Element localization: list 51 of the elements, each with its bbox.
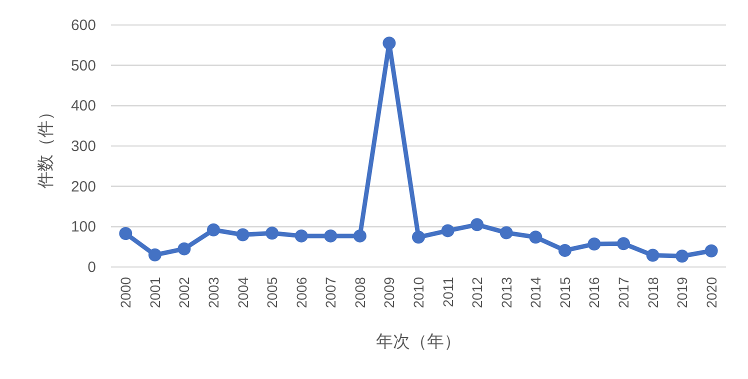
- x-axis-title: 年次（年）: [376, 332, 461, 351]
- point: [500, 226, 513, 240]
- point: [148, 248, 162, 262]
- point: [412, 230, 425, 244]
- x-tick-label: 2016: [586, 276, 602, 308]
- y-tick-label: 300: [70, 138, 96, 155]
- x-tick-label: 2007: [322, 276, 339, 308]
- y-tick-label: 0: [88, 259, 96, 276]
- x-tick-label: 2005: [264, 276, 280, 308]
- x-tick-label: 2003: [206, 276, 222, 308]
- x-tick-label: 2018: [644, 276, 661, 308]
- point: [207, 223, 220, 236]
- x-tick-label: 2001: [146, 276, 163, 308]
- y-tick-label: 400: [70, 98, 96, 115]
- point: [676, 250, 689, 263]
- y-tick-label: 100: [70, 218, 96, 236]
- x-tick-label: 2011: [440, 276, 456, 308]
- point: [704, 244, 718, 258]
- point: [119, 227, 132, 240]
- point: [558, 244, 572, 257]
- y-tick-label: 500: [70, 57, 96, 74]
- y-tick-label: 600: [70, 17, 96, 34]
- point: [617, 237, 630, 250]
- x-tick-label: 2009: [381, 276, 398, 308]
- x-tick-label: 2008: [352, 276, 368, 308]
- point: [529, 230, 542, 244]
- y-axis-title: 件数（件）: [36, 104, 55, 188]
- x-tick-label: 2013: [498, 276, 514, 308]
- x-tick-label: 2014: [528, 276, 544, 308]
- point: [353, 229, 366, 242]
- point: [178, 242, 191, 256]
- point: [646, 248, 660, 262]
- point: [324, 229, 338, 242]
- x-tick-label: 2015: [556, 276, 573, 308]
- point: [382, 36, 396, 50]
- point: [470, 218, 484, 232]
- point: [294, 229, 308, 242]
- x-tick-label: 2020: [703, 276, 720, 308]
- x-tick-label: 2019: [674, 276, 690, 308]
- point: [266, 226, 279, 240]
- x-tick-label: 2002: [176, 276, 192, 308]
- point: [588, 238, 601, 251]
- point: [236, 228, 250, 242]
- x-tick-label: 2004: [234, 276, 251, 308]
- x-tick-label: 2012: [469, 276, 486, 308]
- x-tick-label: 2006: [293, 276, 310, 308]
- y-tick-label: 200: [70, 178, 96, 196]
- point: [441, 224, 454, 238]
- x-tick-label: 2017: [616, 276, 632, 308]
- x-tick-label: 2010: [410, 276, 426, 308]
- x-tick-label: 2000: [118, 276, 134, 308]
